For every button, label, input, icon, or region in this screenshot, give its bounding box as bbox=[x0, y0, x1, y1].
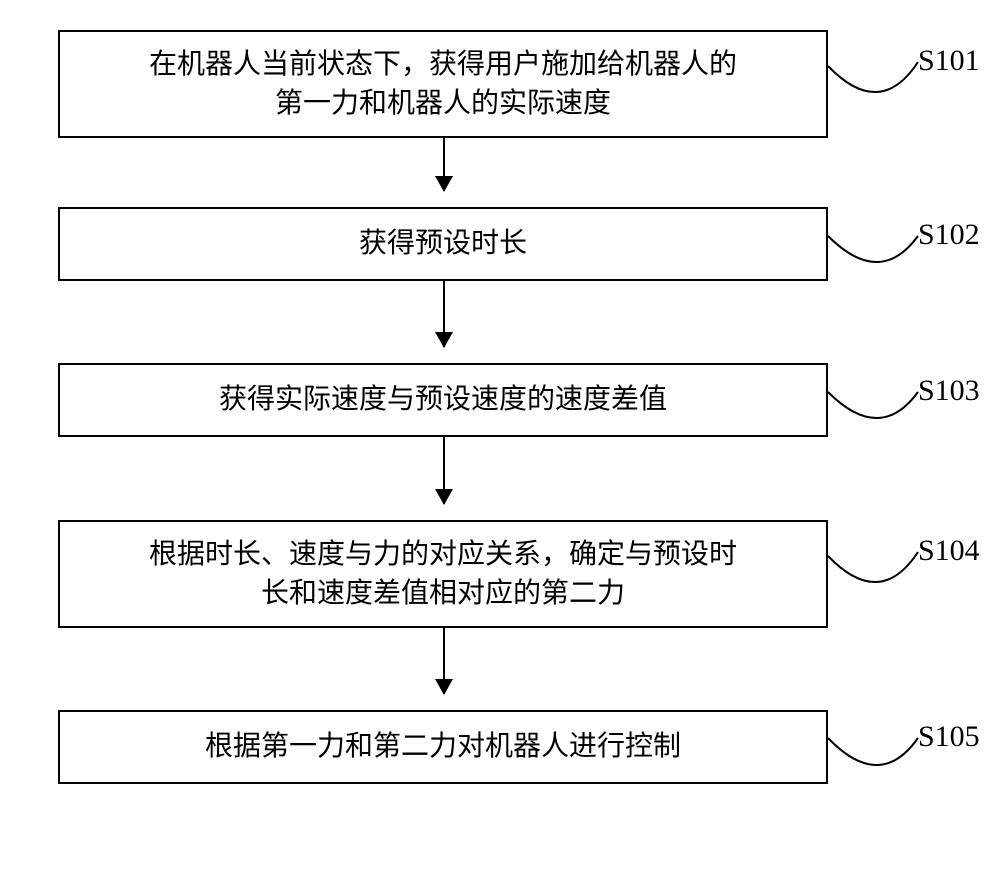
callout-curve-s104 bbox=[824, 548, 922, 614]
step-label-s103: S103 bbox=[918, 374, 980, 408]
step-text: 在机器人当前状态下，获得用户施加给机器人的 第一力和机器人的实际速度 bbox=[149, 45, 737, 123]
step-s102: 获得预设时长 bbox=[58, 207, 828, 281]
callout-curve-s102 bbox=[824, 232, 922, 292]
step-s103: 获得实际速度与预设速度的速度差值 bbox=[58, 363, 828, 437]
arrow-s104-to-s105 bbox=[443, 628, 445, 694]
step-text: 获得实际速度与预设速度的速度差值 bbox=[219, 380, 667, 419]
callout-curve-s105 bbox=[824, 734, 922, 796]
step-text: 根据时长、速度与力的对应关系，确定与预设时 长和速度差值相对应的第二力 bbox=[149, 535, 737, 613]
flowchart-container: 在机器人当前状态下，获得用户施加给机器人的 第一力和机器人的实际速度 S101 获得… bbox=[0, 0, 1000, 879]
callout-curve-s101 bbox=[824, 58, 922, 124]
arrow-s103-to-s104 bbox=[443, 437, 445, 504]
step-s104: 根据时长、速度与力的对应关系，确定与预设时 长和速度差值相对应的第二力 bbox=[58, 520, 828, 628]
arrow-s101-to-s102 bbox=[443, 138, 445, 191]
step-label-s104: S104 bbox=[918, 534, 980, 568]
step-s101: 在机器人当前状态下，获得用户施加给机器人的 第一力和机器人的实际速度 bbox=[58, 30, 828, 138]
arrow-s102-to-s103 bbox=[443, 281, 445, 347]
step-label-s101: S101 bbox=[918, 44, 980, 78]
step-s105: 根据第一力和第二力对机器人进行控制 bbox=[58, 710, 828, 784]
callout-curve-s103 bbox=[824, 388, 922, 448]
step-text: 获得预设时长 bbox=[359, 224, 527, 263]
step-label-s102: S102 bbox=[918, 218, 980, 252]
step-label-s105: S105 bbox=[918, 720, 980, 754]
step-text: 根据第一力和第二力对机器人进行控制 bbox=[205, 727, 681, 766]
